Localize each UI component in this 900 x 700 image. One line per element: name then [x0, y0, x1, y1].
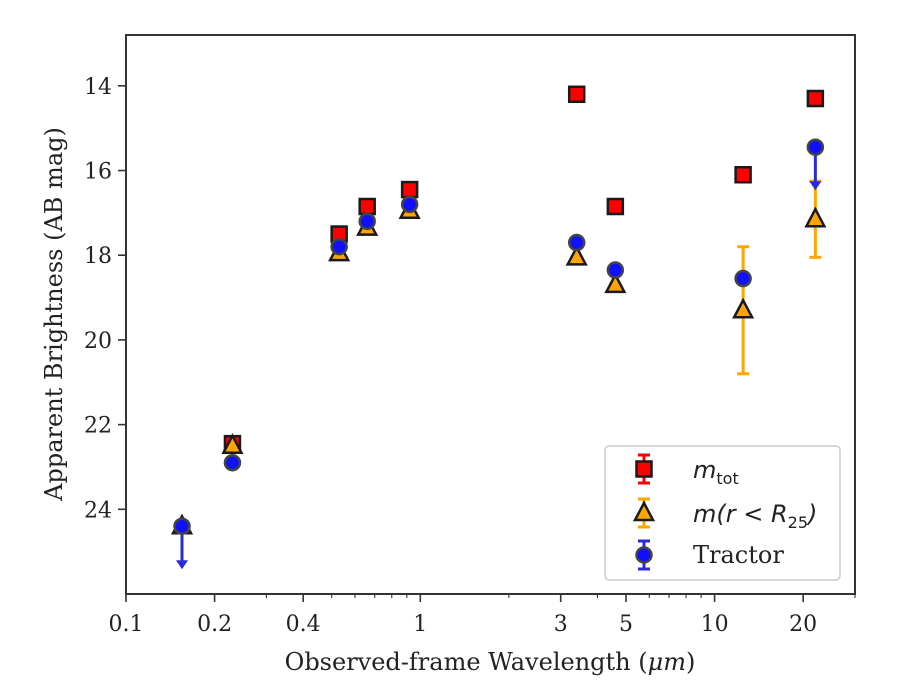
x-axis-label: Observed-frame Wavelength (μm): [285, 648, 696, 676]
y-tick-label: 22: [84, 414, 112, 439]
legend-entry-mr25: m(r < R25): [693, 500, 817, 532]
legend-symbol: [632, 500, 656, 522]
legend-box: [604, 445, 841, 581]
legend-entry-tractor: Tractor: [693, 541, 784, 569]
marks-layer: [170, 85, 827, 570]
y-axis-label: Apparent Brightness (AB mag): [40, 127, 68, 502]
y-tick-label: 14: [84, 75, 112, 100]
point-mtot: [606, 197, 625, 216]
point-tractor: [567, 233, 586, 252]
legend-marker-tractor: [635, 539, 653, 571]
plot-frame: [125, 34, 856, 595]
point-mr25: [732, 297, 755, 319]
upper-limit-arrowhead-tractor: [809, 181, 822, 191]
legend-symbol: [635, 546, 653, 564]
y-tick-label: 20: [84, 329, 112, 354]
point-mr25: [565, 244, 588, 266]
series-tractor: [173, 138, 825, 570]
x-tick-label: 5: [619, 612, 633, 637]
legend-entry-mtot: mtot: [693, 456, 739, 488]
x-tick-label: 0.1: [109, 612, 144, 637]
point-mtot: [734, 166, 752, 184]
point-tractor: [358, 212, 376, 231]
y-tick-label: 16: [84, 160, 112, 185]
upper-limit-arrowhead-tractor: [176, 560, 189, 570]
x-axis-label-suffix: ): [686, 648, 695, 676]
point-tractor: [400, 195, 419, 214]
y-tick-label: 18: [84, 244, 112, 269]
x-axis-label-prefix: Observed-frame Wavelength (: [285, 648, 648, 676]
point-tractor: [330, 237, 348, 256]
x-axis-label-unit: μm: [648, 648, 686, 676]
point-mtot: [400, 180, 419, 199]
point-tractor: [806, 138, 825, 156]
x-tick-label: 20: [789, 612, 817, 637]
point-mr25: [221, 433, 244, 455]
legend-marker-mr25: [632, 497, 656, 529]
x-tick-label: 10: [701, 612, 729, 637]
point-mr25: [804, 206, 827, 228]
x-tick-label: 0.4: [286, 612, 321, 637]
point-tractor: [606, 261, 625, 279]
y-tick-label: 24: [84, 498, 112, 523]
point-tractor: [223, 453, 242, 472]
legend-symbol: [635, 460, 653, 478]
point-mtot: [358, 197, 376, 216]
x-tick-label: 0.2: [197, 612, 232, 637]
ticks-layer: 0.1 0.2 0.4 1 3 5 10 20 14 16 18 20 22 24: [84, 75, 856, 637]
legend-marker-mtot: [635, 453, 653, 485]
x-tick-label: 3: [554, 612, 568, 637]
legend: mtot m(r < R25) Tractor: [604, 445, 841, 581]
point-mtot: [567, 85, 586, 104]
point-tractor: [173, 517, 191, 535]
x-tick-label: 1: [413, 612, 427, 637]
series-mtot: [223, 85, 825, 453]
point-tractor: [734, 269, 752, 288]
point-mtot: [806, 89, 825, 108]
point-mr25: [604, 272, 627, 294]
